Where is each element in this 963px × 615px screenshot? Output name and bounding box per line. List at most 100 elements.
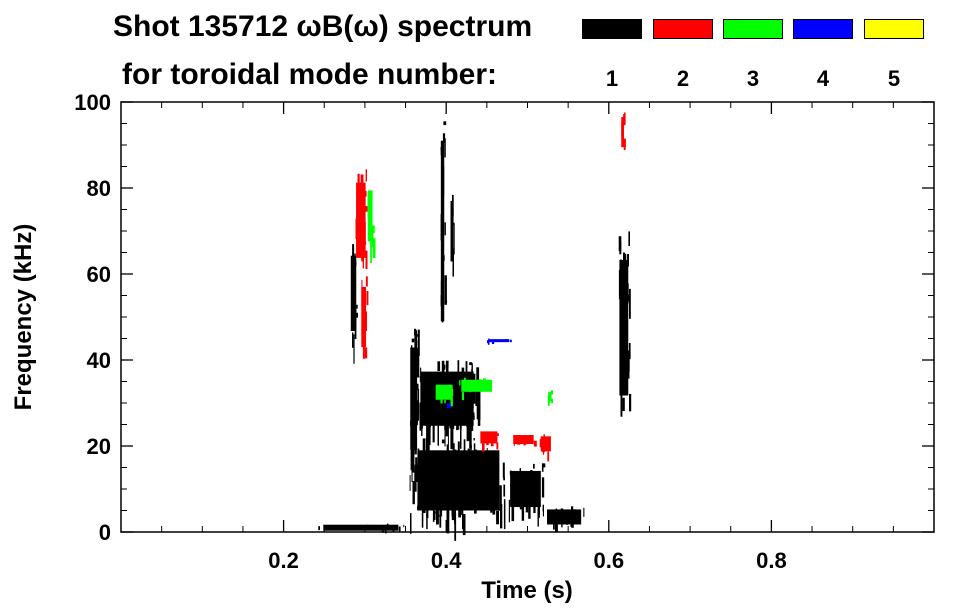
mode-3-speckle — [369, 210, 371, 217]
mode-2-region-5 — [621, 112, 626, 150]
mode-1-speckle — [499, 485, 502, 511]
mode-2-speckle — [621, 122, 624, 138]
mode-1-speckle — [419, 402, 422, 431]
mode-1-speckle — [469, 421, 472, 449]
mode-2-speckle — [515, 438, 517, 442]
mode-1-speckle — [444, 138, 446, 158]
mode-1-speckle — [622, 322, 625, 341]
mode-1-speckle — [423, 372, 427, 399]
legend-label-mode-5: 5 — [887, 66, 901, 91]
mode-1-speckle — [417, 329, 420, 356]
mode-1-speckle — [541, 463, 544, 472]
mode-1-speckle — [442, 133, 446, 144]
mode-1-speckle — [473, 449, 476, 472]
mode-1-speckle — [509, 470, 512, 475]
mode-2-speckle — [360, 174, 364, 204]
mode-1-speckle — [533, 503, 536, 513]
mode-1-speckle — [444, 300, 448, 303]
mode-1-speckle — [461, 470, 464, 476]
mode-1-speckle — [555, 508, 558, 512]
mode-2-speckle — [513, 439, 515, 447]
mode-1-speckle — [446, 508, 450, 534]
mode-1-speckle — [366, 524, 369, 530]
mode-1-speckle — [566, 516, 568, 525]
mode-1-speckle — [446, 367, 449, 384]
mode-2-region-2-core — [480, 431, 498, 444]
mode-3-speckle — [370, 236, 372, 264]
mode-1-speckle — [623, 300, 627, 327]
mode-1-speckle — [467, 377, 469, 408]
legend-swatch-mode-2 — [653, 19, 713, 39]
mode-4-speckle — [447, 405, 449, 408]
mode-2-speckle — [490, 443, 494, 447]
mode-1-speckle — [449, 418, 452, 429]
mode-3-speckle — [444, 400, 446, 404]
mode-1-speckle — [471, 468, 473, 496]
mode-2-speckle — [482, 443, 485, 452]
mode-1-speckle — [443, 486, 446, 491]
mode-1-speckle — [441, 314, 444, 323]
mode-4-speckle — [488, 338, 490, 341]
mode-1-speckle — [449, 454, 451, 469]
mode-4-speckle — [448, 403, 451, 407]
mode-1-speckle — [444, 376, 447, 385]
mode-2-speckle — [623, 145, 626, 150]
mode-1-speckle — [451, 489, 455, 521]
mode-1-speckle — [619, 291, 622, 298]
mode-1-speckle — [485, 491, 489, 499]
mode-1-speckle — [328, 525, 332, 530]
mode-1-speckle — [475, 383, 478, 406]
mode-1-speckle — [419, 375, 422, 383]
mode-1-speckle — [416, 383, 419, 390]
legend-swatch-mode-3 — [723, 19, 783, 39]
mode-1-speckle — [436, 482, 439, 489]
mode-1-speckle — [426, 513, 428, 530]
mode-1-region-2-core — [547, 509, 582, 525]
mode-1-speckle — [626, 307, 628, 317]
mode-1-speckle — [455, 376, 458, 402]
mode-1-speckle — [537, 507, 540, 518]
mode-2-speckle — [355, 218, 357, 239]
mode-1-speckle — [440, 147, 442, 151]
mode-1-speckle — [496, 464, 498, 474]
mode-1-speckle — [441, 199, 444, 210]
mode-1-speckle — [622, 299, 624, 319]
mode-1-speckle — [432, 372, 435, 400]
mode-1-speckle — [622, 264, 625, 270]
mode-3-speckle — [466, 382, 468, 385]
mode-1-speckle — [512, 471, 515, 479]
mode-1-speckle — [524, 488, 526, 505]
mode-1-speckle — [462, 394, 465, 425]
x-tick-label: 0.4 — [431, 548, 462, 573]
mode-1-speckle — [434, 474, 437, 479]
mode-1-region-1 — [508, 463, 546, 527]
mode-1-speckle — [410, 513, 412, 534]
mode-1-speckle — [627, 254, 629, 267]
mode-1-speckle — [425, 437, 429, 465]
mode-1-speckle — [454, 512, 457, 541]
mode-3-speckle — [547, 396, 550, 400]
mode-1-speckle — [623, 282, 626, 286]
mode-4-speckle — [509, 339, 512, 343]
mode-1-speckle — [416, 347, 420, 378]
mode-3-speckle — [440, 397, 443, 404]
mode-1-speckle — [479, 486, 482, 497]
mode-3-speckle — [459, 380, 461, 386]
mode-3-region-3 — [547, 390, 553, 406]
mode-1-speckle — [548, 512, 552, 518]
mode-1-speckle — [542, 504, 544, 512]
legend-swatch-mode-5 — [864, 19, 924, 39]
mode-1-speckle — [570, 523, 572, 527]
mode-1-speckle — [571, 524, 574, 528]
mode-1-speckle — [471, 369, 473, 375]
mode-1-speckle — [452, 466, 456, 485]
mode-1-speckle — [573, 509, 577, 513]
mode-1-speckle — [623, 298, 626, 312]
mode-3-speckle — [475, 380, 478, 388]
mode-1-speckle — [620, 393, 623, 417]
mode-1-speckle — [489, 484, 491, 504]
mode-1-speckle — [422, 493, 426, 513]
mode-1-speckle — [419, 472, 421, 498]
mode-1-speckle — [471, 402, 474, 409]
